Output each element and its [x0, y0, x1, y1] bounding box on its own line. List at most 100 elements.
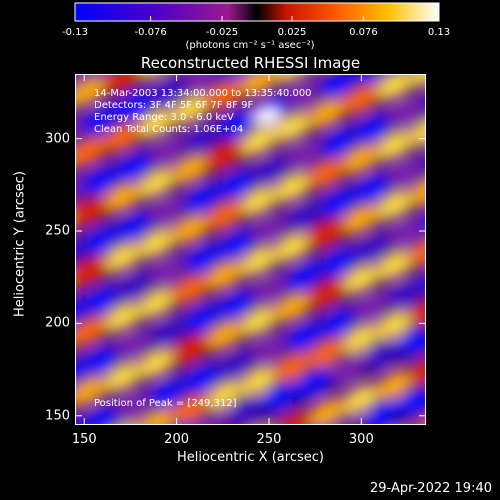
- heatmap-blob: [376, 371, 414, 399]
- heatmap-blob: [214, 257, 226, 267]
- y-axis-label: Heliocentric Y (arcsec): [12, 171, 28, 317]
- heatmap-blob: [338, 171, 350, 181]
- heatmap-blob: [350, 321, 362, 331]
- colorbar-tick-label: -0.076: [134, 27, 167, 38]
- heatmap-blob: [75, 181, 86, 209]
- colorbar-tick-label: -0.025: [205, 27, 239, 38]
- heatmap-blob: [388, 221, 426, 249]
- heatmap-blob: [270, 199, 282, 209]
- heatmap-blob: [202, 167, 214, 177]
- heatmap-blob: [406, 203, 418, 213]
- heatmap-blob: [316, 155, 328, 165]
- heatmap-blob: [82, 407, 120, 425]
- heatmap-blob: [82, 167, 120, 195]
- heatmap-blob: [388, 281, 426, 309]
- heatmap-blob: [384, 187, 396, 197]
- heatmap-blob: [78, 313, 90, 323]
- heatmap-blob: [410, 177, 426, 205]
- heatmap-blob: [168, 181, 180, 191]
- heatmap-blob: [372, 97, 384, 107]
- annotation-energy: Energy Range: 3.0 - 6.0 keV: [94, 112, 234, 123]
- heatmap-blob: [316, 95, 328, 105]
- heatmap-blob: [218, 111, 256, 139]
- heatmap-blob: [286, 323, 324, 351]
- colorbar-tick-marks: [74, 16, 440, 21]
- heatmap-blob: [214, 377, 226, 387]
- heatmap-blob: [394, 353, 406, 363]
- heatmap-blob: [320, 249, 358, 277]
- heatmap-blob: [112, 359, 124, 369]
- heatmap-blob: [418, 173, 426, 183]
- heatmap-blob: [376, 131, 414, 159]
- heatmap-blob: [354, 175, 392, 203]
- heatmap-blob: [206, 321, 244, 349]
- heatmap-blob: [218, 291, 256, 319]
- heatmap-blob: [168, 121, 180, 131]
- heatmap-blob: [100, 269, 112, 279]
- heatmap-blob: [248, 363, 260, 373]
- heatmap-blob: [138, 349, 176, 377]
- heatmap-blob: [270, 139, 282, 149]
- heatmap-blob: [240, 127, 278, 155]
- heatmap-blob: [292, 395, 304, 405]
- heatmap-blob: [252, 157, 290, 185]
- heatmap-blob: [304, 305, 316, 315]
- heatmap-blob: [316, 215, 328, 225]
- colorbar: [74, 2, 440, 22]
- heatmap-blob: [296, 369, 334, 397]
- heatmap-blob: [104, 74, 142, 91]
- heatmap-blob: [258, 409, 270, 419]
- heatmap-blob: [372, 337, 384, 347]
- heatmap-blob: [82, 227, 120, 255]
- heatmap-blob: [384, 247, 396, 257]
- heatmap-blob: [116, 153, 154, 181]
- heatmap-blob: [116, 93, 154, 121]
- heatmap-blob: [270, 379, 282, 389]
- heatmap-blob: [286, 143, 324, 171]
- heatmap-blob: [202, 107, 214, 117]
- heatmap-blob: [240, 367, 278, 395]
- heatmap-image: [75, 74, 426, 425]
- heatmap-blob: [282, 169, 294, 179]
- heatmap-blob: [228, 397, 266, 425]
- heatmap-blob: [194, 411, 232, 425]
- x-axis-label: Heliocentric X (arcsec): [177, 450, 324, 465]
- colorbar-tick-label: -0.13: [62, 27, 88, 38]
- heatmap-blob: [236, 153, 248, 163]
- heatmap-blob: [410, 237, 426, 265]
- heatmap-blob: [262, 383, 300, 411]
- heatmap-blob: [138, 409, 176, 425]
- heatmap-blob: [104, 303, 142, 331]
- heatmap-blob: [214, 197, 226, 207]
- heatmap-blob: [316, 275, 328, 285]
- heatmap-blob: [104, 363, 142, 391]
- colorbar-tick-label: 0.025: [277, 27, 307, 38]
- heatmap-blob: [274, 413, 312, 425]
- annotation-method: Clean Total Counts: 1.06E+04: [94, 124, 244, 135]
- heatmap-blob: [308, 99, 346, 127]
- heatmap-blob: [354, 235, 392, 263]
- heatmap-blob: [320, 189, 358, 217]
- heatmap-blob: [134, 375, 146, 385]
- heatmap-blob: [218, 171, 256, 199]
- heatmap-blob: [202, 407, 214, 417]
- heatmap-blob: [180, 271, 192, 281]
- heatmap-blob: [150, 259, 188, 287]
- heatmap-blob: [342, 145, 380, 173]
- heatmap-blob: [308, 399, 346, 425]
- heatmap-blob: [146, 285, 158, 295]
- heatmap-blob: [138, 229, 176, 257]
- heatmap-blob: [240, 247, 278, 275]
- heatmap-blob: [342, 85, 380, 113]
- heatmap-blob: [206, 81, 244, 109]
- heatmap-blob: [286, 203, 324, 231]
- heatmap-blob: [150, 379, 188, 407]
- heatmap-blob: [134, 195, 146, 205]
- y-tick-label: 200: [45, 315, 70, 331]
- heatmap-blob: [172, 95, 210, 123]
- heatmap-blob: [138, 289, 176, 317]
- heatmap-blob: [252, 277, 290, 305]
- heatmap-blob: [134, 255, 146, 265]
- heatmap-blob: [82, 287, 120, 315]
- heatmap-blob: [112, 239, 124, 249]
